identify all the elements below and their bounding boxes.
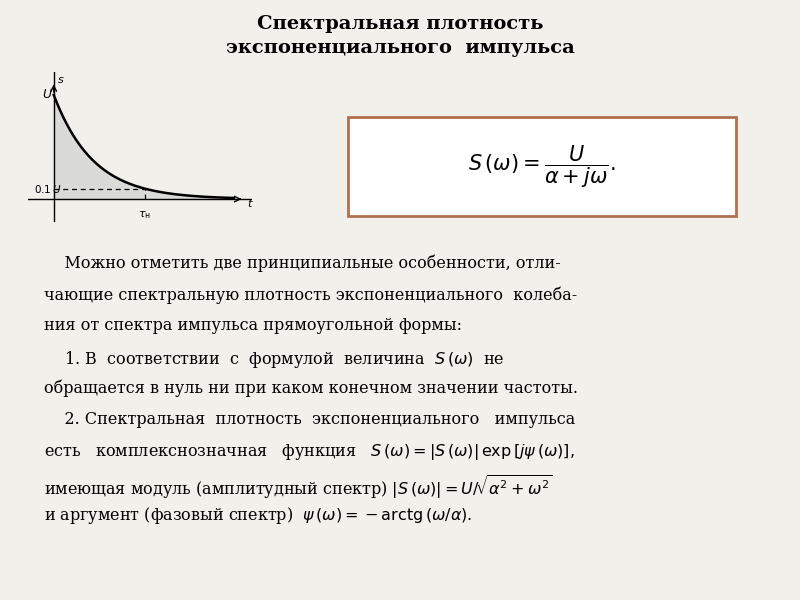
Text: 2. Спектральная  плотность  экспоненциального   импульса: 2. Спектральная плотность экспоненциальн… [44,411,575,428]
Text: $s$: $s$ [57,76,64,85]
Text: ния от спектра импульса прямоугольной формы:: ния от спектра импульса прямоугольной фо… [44,317,462,334]
Text: имеющая модуль (амплитудный спектр) $|S\,(\omega)| = U/\!\sqrt{\alpha^2 + \omega: имеющая модуль (амплитудный спектр) $|S\… [44,473,553,502]
Text: экспоненциального  импульса: экспоненциального импульса [226,39,574,57]
Text: $U$: $U$ [42,88,54,101]
Text: и аргумент (фазовый спектр)  $\psi\,(\omega) = -\mathrm{arctg}\,(\omega/\alpha).: и аргумент (фазовый спектр) $\psi\,(\ome… [44,505,472,526]
Text: $t$: $t$ [247,197,254,209]
Text: есть   комплекснозначная   функция   $S\,(\omega) = |S\,(\omega)|\,\mathrm{exp}\: есть комплекснозначная функция $S\,(\ome… [44,442,574,462]
Text: $0.1\,U$: $0.1\,U$ [34,183,62,195]
Text: $S\,(\omega) = \dfrac{U}{\alpha + j\omega}.$: $S\,(\omega) = \dfrac{U}{\alpha + j\omeg… [468,143,616,190]
Text: чающие спектральную плотность экспоненциального  колеба-: чающие спектральную плотность экспоненци… [44,286,578,304]
Text: Спектральная плотность: Спектральная плотность [257,15,543,33]
Text: $\tau_\mathsf{н}$: $\tau_\mathsf{н}$ [138,209,151,221]
Text: 1. В  соответствии  с  формулой  величина  $S\,(\omega)$  не: 1. В соответствии с формулой величина $S… [44,349,504,370]
Text: Можно отметить две принципиальные особенности, отли-: Можно отметить две принципиальные особен… [44,255,561,272]
Text: обращается в нуль ни при каком конечном значении частоты.: обращается в нуль ни при каком конечном … [44,380,578,397]
FancyBboxPatch shape [348,117,736,216]
